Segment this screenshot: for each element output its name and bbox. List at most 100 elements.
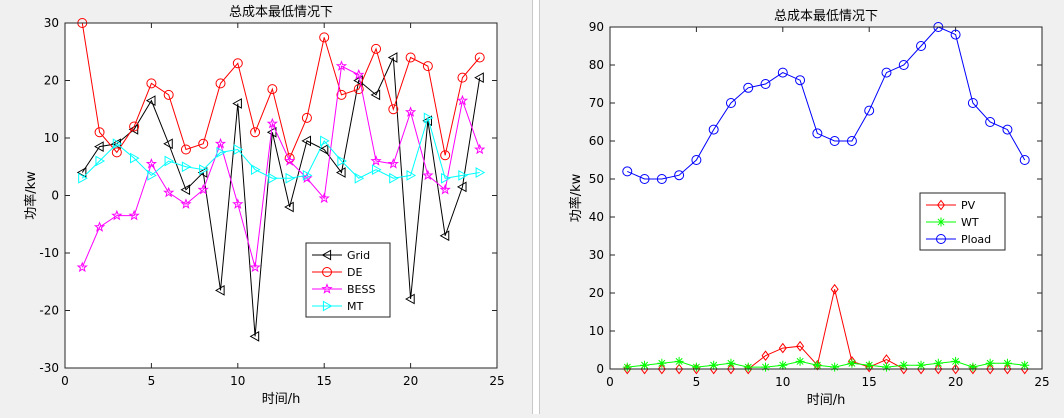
data-point-wt [951, 356, 961, 366]
data-point-wt [985, 358, 995, 368]
y-tick-label: -20 [39, 304, 59, 318]
data-point-wt [968, 362, 978, 372]
legend: PV WT Pload [919, 192, 1006, 251]
data-point-de [371, 43, 382, 54]
data-point-wt [881, 362, 891, 372]
data-point-wt [1002, 358, 1012, 368]
data-point-grid [232, 98, 242, 109]
data-point-mt [406, 170, 417, 181]
data-point-mt [130, 152, 140, 164]
x-tick-label: 25 [489, 374, 504, 388]
legend: Grid DE BESS MT [305, 242, 391, 318]
data-point-pload [760, 79, 771, 89]
legend-label-pv: PV [961, 199, 976, 212]
data-point-pload [725, 98, 736, 108]
data-point-pload [1002, 124, 1013, 135]
y-tick-label: 30 [44, 16, 59, 30]
x-tick-label: 5 [693, 375, 701, 389]
data-point-pv [796, 340, 805, 352]
data-point-mt [268, 172, 278, 184]
legend-label-mt: MT [347, 300, 363, 313]
y-axis-label: 功率/kw [23, 171, 39, 220]
data-point-mt [95, 155, 106, 167]
data-point-pv [1003, 363, 1012, 375]
data-point-grid [456, 181, 467, 193]
data-point-mt [320, 135, 330, 147]
data-point-mt [337, 155, 348, 167]
data-point-de [422, 61, 433, 72]
data-point-mt [389, 172, 399, 184]
data-point-de [146, 78, 157, 89]
legend-marker-grid [321, 249, 332, 261]
data-point-mt [233, 144, 244, 155]
y-tick-label: 90 [589, 20, 604, 34]
data-point-de [180, 144, 191, 155]
data-point-pv [675, 363, 684, 375]
data-point-bess [197, 183, 209, 195]
data-point-mt [199, 164, 209, 175]
data-point-bess [266, 117, 278, 129]
series-line-wt [627, 360, 1025, 368]
data-point-grid [405, 293, 415, 305]
data-point-pv [986, 363, 995, 375]
data-point-pload [1019, 155, 1030, 165]
y-tick-label: 0 [596, 362, 604, 376]
data-point-wt [691, 362, 701, 372]
data-point-bess [76, 261, 88, 273]
data-point-wt [847, 358, 857, 368]
data-point-bess [93, 221, 106, 232]
data-point-pv [830, 283, 839, 295]
y-tick-label: 40 [589, 210, 604, 224]
data-point-mt [371, 164, 382, 175]
chart-title: 总成本最低情况下 [229, 5, 333, 20]
x-axis-label: 时间/h [807, 393, 846, 408]
series-wt [622, 356, 1030, 372]
y-tick-label: 60 [589, 134, 604, 148]
data-point-grid [76, 167, 87, 178]
data-point-bess [422, 169, 434, 181]
series-line-de [81, 22, 481, 160]
data-point-bess [474, 143, 486, 155]
data-point-de [163, 89, 174, 100]
data-point-pv [657, 363, 666, 375]
data-point-bess [335, 60, 348, 71]
data-point-de [353, 84, 364, 95]
legend-label-pload: Pload [961, 233, 991, 246]
data-point-grid [474, 72, 484, 83]
data-point-bess [284, 155, 296, 166]
data-point-grid [301, 135, 312, 147]
left-figure-panel: 0 5 10 15 20 25 -30 -20 -10 0 10 20 30 总成本最低情况下 时间/h 功率… [0, 0, 532, 414]
x-tick-label: 10 [775, 375, 790, 389]
data-point-bess [145, 157, 158, 169]
data-point-wt [916, 360, 926, 370]
data-point-pv [951, 363, 960, 375]
data-point-grid [318, 144, 329, 155]
data-point-de [457, 72, 468, 83]
data-point-de [336, 89, 347, 100]
data-point-wt [622, 362, 632, 372]
x-tick-label: 10 [230, 374, 245, 388]
data-point-grid [284, 201, 294, 213]
axes-box [609, 26, 1043, 370]
y-tick-label: 30 [589, 248, 604, 262]
data-point-mt [164, 155, 175, 167]
data-point-pload [812, 128, 823, 139]
x-tick-label: 0 [606, 375, 614, 389]
legend-marker-mt [322, 300, 333, 312]
series-line-pload [627, 26, 1026, 180]
legend-label-wt: WT [961, 216, 979, 229]
data-point-de [232, 58, 243, 69]
y-tick-label: 80 [589, 58, 604, 72]
data-point-de [94, 127, 105, 138]
y-tick-label: 10 [44, 131, 59, 145]
data-point-grid [439, 230, 450, 242]
panel-divider [532, 0, 540, 414]
data-point-bess [163, 186, 175, 198]
data-point-grid [94, 141, 104, 152]
y-axis-label: 功率/kw [568, 173, 584, 222]
data-point-mt [250, 164, 261, 175]
x-tick-label: 15 [862, 375, 877, 389]
data-point-mt [475, 167, 486, 178]
x-tick-label: 20 [948, 375, 963, 389]
x-tick-label: 0 [61, 374, 69, 388]
